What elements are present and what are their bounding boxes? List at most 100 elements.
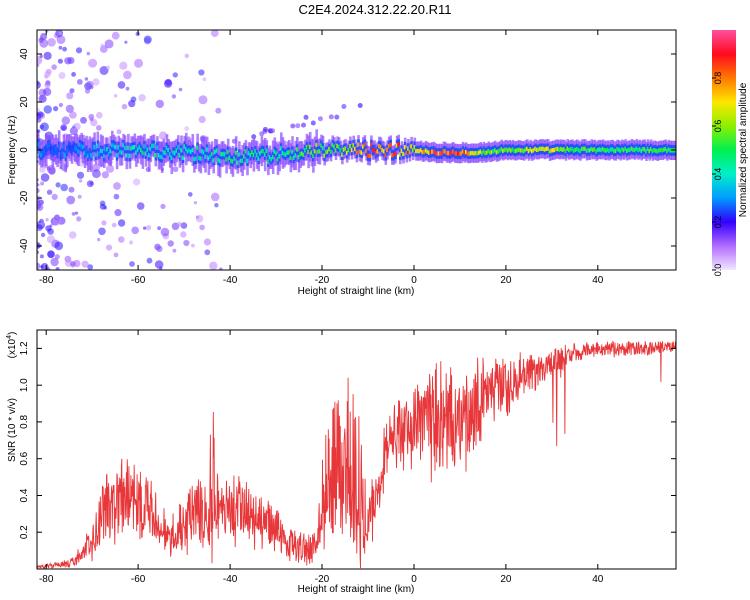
ridge-cell-core: [572, 148, 576, 153]
colorbar-ticks: 0.0 0.2 0.4 0.6 0.8: [712, 72, 723, 276]
noise-cell: [37, 81, 41, 89]
noise-cell: [92, 169, 101, 179]
ridge-cell-core: [550, 148, 553, 153]
ridge-cell-core: [210, 152, 214, 157]
noise-cell: [101, 220, 107, 226]
noise-cell: [131, 226, 139, 235]
ridge-cell-core: [231, 159, 235, 164]
ridge-cell-core: [405, 150, 409, 156]
spectrogram-x-tick-label: -80: [39, 275, 54, 286]
snr-y-tick-label: 0.8: [19, 415, 30, 429]
noise-cell: [46, 189, 53, 195]
ridge-cell-core: [196, 145, 199, 150]
ridge-cell-core: [502, 148, 505, 154]
ridge-cell-core: [329, 149, 333, 154]
ridge-cell-core: [128, 153, 132, 158]
ridge-cell-core: [590, 146, 594, 151]
ridge-cell-core: [168, 152, 172, 157]
ridge-cell-core: [400, 148, 404, 153]
ridge-cell-core: [411, 148, 415, 153]
noise-cell: [68, 231, 77, 239]
noise-cell: [78, 179, 83, 183]
ridge-cell-core: [226, 149, 230, 155]
ridge-cell-core: [450, 150, 454, 155]
ridge-cell-core: [559, 146, 563, 152]
ridge-cell-core: [667, 147, 671, 152]
noise-cell: [111, 31, 120, 40]
ridge-cell-core: [481, 151, 484, 156]
snr-x-tick-label: 0: [411, 574, 417, 585]
ridge-cell-core: [236, 160, 240, 165]
ridge-cell-core: [342, 147, 346, 152]
noise-cell: [100, 43, 104, 47]
noise-cell: [157, 226, 162, 231]
noise-cell: [113, 94, 118, 98]
noise-cell: [172, 166, 179, 173]
ridge-cell-core: [273, 149, 277, 154]
ridge-cell-core: [600, 147, 603, 153]
ridge-cell-core: [650, 147, 653, 152]
ridge-cell-core: [582, 146, 585, 151]
ridge-cell-core: [505, 147, 508, 152]
noise-cell: [183, 239, 190, 247]
noise-cell: [191, 243, 195, 248]
ridge-cell-core: [423, 149, 426, 155]
noise-cell: [43, 87, 52, 96]
noise-cell: [54, 254, 60, 260]
ridge-cell-core: [585, 148, 589, 153]
ridge-cell-core: [617, 147, 621, 152]
noise-cell: [301, 122, 306, 128]
ridge-cell-core: [524, 147, 528, 152]
ridge-cell-core: [611, 147, 614, 152]
ridge-cell-core: [241, 158, 244, 163]
ridge-cell-core: [265, 148, 269, 153]
ridge-cell-core: [202, 150, 206, 155]
ridge-cell-core: [239, 158, 243, 163]
noise-cell: [54, 32, 60, 39]
noise-cell: [172, 72, 178, 78]
noise-cell: [84, 88, 91, 94]
ridge-cell-core: [80, 144, 83, 149]
ridge-cell-core: [384, 153, 388, 158]
noise-cell: [180, 231, 187, 238]
ridge-cell-core: [389, 142, 392, 148]
scale-prefix: (x10: [7, 338, 18, 358]
ridge-cell-core: [461, 149, 465, 154]
ridge-cell-core: [485, 150, 489, 155]
ridge-cell-core: [189, 149, 193, 154]
ridge-cell-core: [328, 146, 331, 152]
noise-cell: [341, 104, 347, 109]
ridge-cell-core: [476, 151, 479, 156]
noise-cell: [68, 186, 75, 193]
ridge-cell-core: [291, 149, 294, 154]
ridge-cell-core: [629, 147, 632, 153]
ridge-cell-core: [283, 151, 286, 157]
snr-x-axis-label: Height of straight line (km): [298, 584, 415, 595]
ridge-cell-core: [616, 147, 619, 152]
snr-x-tick-label: 20: [500, 574, 512, 585]
ridge-cell-core: [513, 148, 516, 153]
ridge-cell-core: [455, 151, 458, 156]
snr-x-tick-label: -40: [223, 574, 238, 585]
ridge-cell-core: [608, 148, 611, 153]
noise-cell: [64, 57, 72, 65]
noise-cell: [58, 102, 64, 108]
ridge-cell-core: [494, 148, 497, 153]
ridge-cell-core: [333, 144, 336, 149]
ridge-cell-core: [605, 148, 608, 153]
ridge-cell-core: [268, 155, 272, 160]
ridge-cell-core: [130, 146, 133, 151]
scale-suffix: ): [7, 332, 18, 335]
ridge-cell-core: [654, 148, 658, 153]
noise-cell: [198, 95, 208, 105]
ridge-cell-core: [321, 146, 325, 151]
ridge-cell-core: [444, 149, 447, 154]
ridge-cell-core: [526, 146, 529, 151]
colorbar-tick-label: 0.4: [713, 168, 723, 181]
ridge-cell-core: [571, 146, 574, 152]
noise-cell: [39, 166, 46, 173]
ridge-cell-core: [117, 145, 120, 150]
snr-x-tick-label: 40: [592, 574, 604, 585]
ridge-cell-core: [201, 149, 204, 154]
ridge-cell-core: [624, 146, 627, 151]
